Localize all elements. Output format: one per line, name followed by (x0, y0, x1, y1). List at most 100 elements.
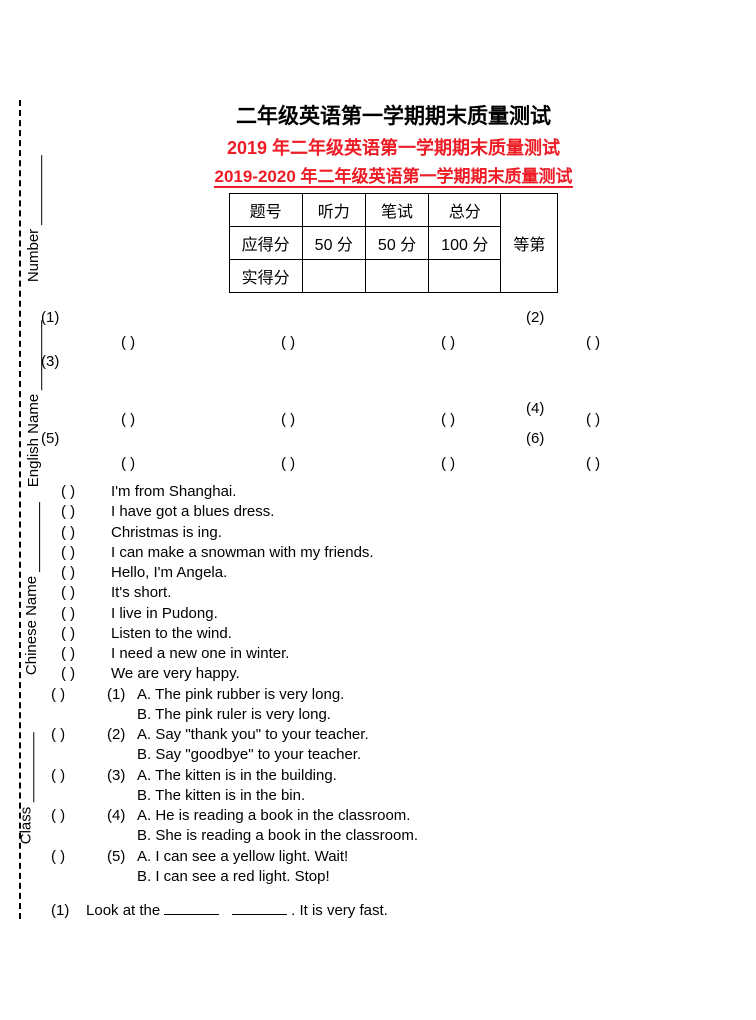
mc-item: ( )(4)A. He is reading a book in the cla… (41, 806, 746, 826)
answer-paren: ( ) (121, 411, 281, 428)
answer-paren: ( ) (586, 455, 746, 472)
sentence: Christmas is ing. (111, 524, 222, 541)
mc-item: ( )(5)A. I can see a yellow light. Wait! (41, 847, 746, 867)
fill-blank-item: (1) Look at the . It is very fast. (41, 901, 746, 919)
tf-item: ( )I need a new one in winter. (41, 644, 746, 664)
td: 50 分 (302, 227, 365, 260)
tf-item: ( )We are very happy. (41, 664, 746, 684)
answer-paren: ( ) (61, 523, 111, 543)
blank-line (164, 901, 219, 915)
answer-paren: ( ) (121, 455, 281, 472)
answer-paren: ( ) (51, 685, 107, 705)
mc-num: (5) (107, 847, 137, 867)
answer-paren: ( ) (51, 847, 107, 867)
question-number-row: (5) (6) (41, 430, 746, 447)
th: 等第 (501, 194, 558, 293)
side-label-number: Number (25, 155, 42, 282)
underline (28, 155, 42, 225)
answer-paren: ( ) (586, 411, 746, 428)
title-sub2: 2019-2020 年二年级英语第一学期期末质量测试 (41, 162, 746, 187)
q-num: (1) (41, 309, 65, 326)
title-sub1: 2019 年二年级英语第一学期期末质量测试 (41, 134, 746, 160)
option-b: B. I can see a red light. Stop! (137, 867, 330, 887)
sentence: We are very happy. (111, 665, 240, 682)
td (365, 260, 428, 293)
title-sub2-text: 2019-2020 年二年级英语第一学期期末质量测试 (214, 167, 572, 188)
question-number-row: (1) (2) (41, 309, 746, 326)
q-num: (1) (51, 902, 69, 919)
option-b: B. The pink ruler is very long. (137, 705, 331, 725)
sentence: I have got a blues dress. (111, 503, 274, 520)
td: 实得分 (229, 260, 302, 293)
blank-line (232, 901, 287, 915)
answer-paren: ( ) (61, 664, 111, 684)
sentence: I live in Pudong. (111, 605, 218, 622)
tf-item: ( )I'm from Shanghai. (41, 482, 746, 502)
th: 笔试 (365, 194, 428, 227)
answer-paren: ( ) (281, 455, 441, 472)
sentence: Listen to the wind. (111, 625, 232, 642)
side-label-chinese-name: Chinese Name (23, 502, 40, 675)
underline (26, 502, 40, 572)
answer-paren: ( ) (586, 334, 746, 351)
option-a: A. I can see a yellow light. Wait! (137, 847, 348, 867)
paren-row: ( ) ( ) ( ) ( ) (41, 411, 746, 428)
option-a: A. The kitten is in the building. (137, 766, 337, 786)
score-table: 题号 听力 笔试 总分 等第 应得分 50 分 50 分 100 分 实得分 (229, 193, 559, 293)
tf-item: ( )Hello, I'm Angela. (41, 563, 746, 583)
tf-item: ( )Listen to the wind. (41, 624, 746, 644)
paren-row: ( ) ( ) ( ) ( ) (41, 334, 746, 351)
td (429, 260, 501, 293)
question-number-row: (3) (41, 353, 746, 370)
side-binding-column: Number English Name Chinese Name Class (0, 100, 21, 919)
underline (20, 733, 34, 803)
option-b: B. Say "goodbye" to your teacher. (137, 745, 361, 765)
label-text: Number (25, 229, 42, 282)
sentence: I need a new one in winter. (111, 645, 289, 662)
sentence: Hello, I'm Angela. (111, 564, 227, 581)
answer-paren: ( ) (51, 766, 107, 786)
label-text: English Name (25, 394, 42, 487)
table-row: 题号 听力 笔试 总分 等第 (229, 194, 558, 227)
th: 总分 (429, 194, 501, 227)
page: Number English Name Chinese Name Class 二… (0, 0, 756, 939)
answer-paren: ( ) (441, 455, 586, 472)
answer-paren: ( ) (61, 624, 111, 644)
option-a: A. The pink rubber is very long. (137, 685, 344, 705)
td (302, 260, 365, 293)
sentence: It's short. (111, 584, 171, 601)
mc-item: ( )(3)A. The kitten is in the building. (41, 766, 746, 786)
th: 听力 (302, 194, 365, 227)
mc-item: B. I can see a red light. Stop! (41, 867, 746, 887)
answer-paren: ( ) (441, 334, 586, 351)
answer-paren: ( ) (61, 502, 111, 522)
mc-item: ( )(1)A. The pink rubber is very long. (41, 685, 746, 705)
sentence: I'm from Shanghai. (111, 483, 236, 500)
answer-paren: ( ) (61, 644, 111, 664)
option-b: B. The kitten is in the bin. (137, 786, 305, 806)
answer-paren: ( ) (61, 543, 111, 563)
mc-item: B. The pink ruler is very long. (41, 705, 746, 725)
answer-paren: ( ) (121, 334, 281, 351)
q-num: (5) (41, 430, 65, 447)
answer-paren: ( ) (61, 563, 111, 583)
tf-item: ( )I live in Pudong. (41, 604, 746, 624)
mc-num: (4) (107, 806, 137, 826)
side-label-english-name: English Name (25, 320, 42, 487)
answer-paren: ( ) (51, 806, 107, 826)
label-text: Class (17, 807, 34, 845)
tf-item: ( )It's short. (41, 583, 746, 603)
answer-paren: ( ) (51, 725, 107, 745)
answer-paren: ( ) (281, 411, 441, 428)
answer-paren: ( ) (61, 583, 111, 603)
title-main: 二年级英语第一学期期末质量测试 (41, 100, 746, 130)
q-num: (6) (526, 430, 746, 447)
mc-item: B. Say "goodbye" to your teacher. (41, 745, 746, 765)
th: 题号 (229, 194, 302, 227)
tf-item: ( )Christmas is ing. (41, 523, 746, 543)
content-area: 二年级英语第一学期期末质量测试 2019 年二年级英语第一学期期末质量测试 20… (21, 100, 746, 919)
text: Look at the (86, 902, 164, 919)
answer-paren: ( ) (61, 604, 111, 624)
mc-num: (1) (107, 685, 137, 705)
option-a: A. Say "thank you" to your teacher. (137, 725, 369, 745)
